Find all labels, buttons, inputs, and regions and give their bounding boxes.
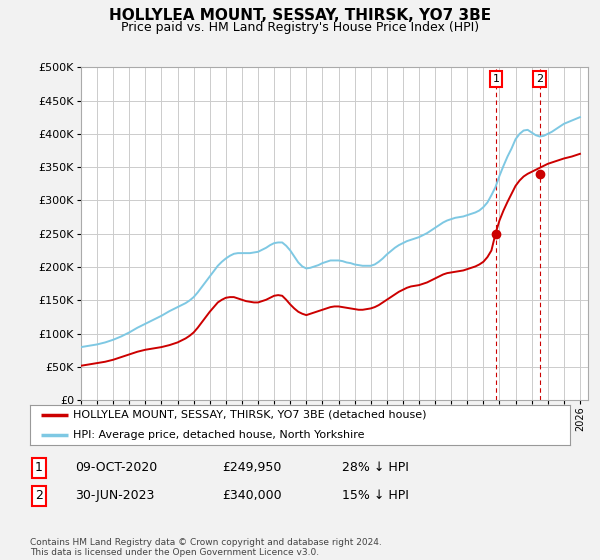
Text: 15% ↓ HPI: 15% ↓ HPI — [342, 489, 409, 502]
Text: 2: 2 — [536, 74, 543, 84]
Text: HOLLYLEA MOUNT, SESSAY, THIRSK, YO7 3BE (detached house): HOLLYLEA MOUNT, SESSAY, THIRSK, YO7 3BE … — [73, 410, 427, 420]
Text: Contains HM Land Registry data © Crown copyright and database right 2024.
This d: Contains HM Land Registry data © Crown c… — [30, 538, 382, 557]
Text: 30-JUN-2023: 30-JUN-2023 — [75, 489, 154, 502]
Text: £340,000: £340,000 — [222, 489, 281, 502]
Text: 1: 1 — [35, 461, 43, 474]
Text: Price paid vs. HM Land Registry's House Price Index (HPI): Price paid vs. HM Land Registry's House … — [121, 21, 479, 34]
Text: HOLLYLEA MOUNT, SESSAY, THIRSK, YO7 3BE: HOLLYLEA MOUNT, SESSAY, THIRSK, YO7 3BE — [109, 8, 491, 24]
Text: 1: 1 — [493, 74, 499, 84]
Text: 28% ↓ HPI: 28% ↓ HPI — [342, 461, 409, 474]
Text: 09-OCT-2020: 09-OCT-2020 — [75, 461, 157, 474]
Text: £249,950: £249,950 — [222, 461, 281, 474]
Text: 2: 2 — [35, 489, 43, 502]
Text: HPI: Average price, detached house, North Yorkshire: HPI: Average price, detached house, Nort… — [73, 430, 365, 440]
